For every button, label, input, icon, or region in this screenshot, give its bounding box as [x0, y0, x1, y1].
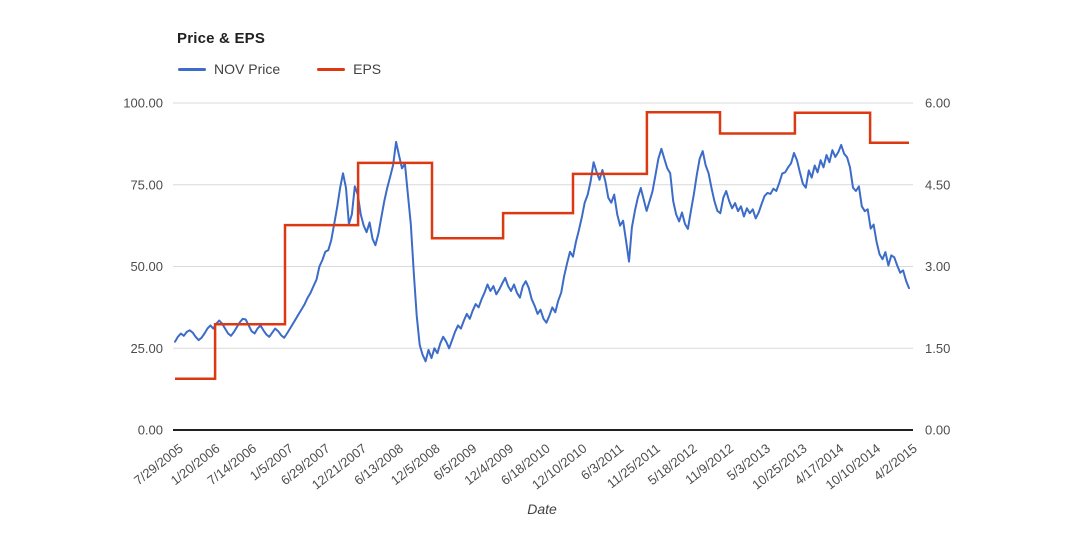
- y-axis-right-tick-label: 6.00: [925, 96, 950, 111]
- y-axis-right-tick-label: 1.50: [925, 341, 950, 356]
- chart-title: Price & EPS: [177, 30, 266, 47]
- legend-swatch-nov-price: [178, 67, 206, 71]
- y-axis-left-tick-label: 100.00: [123, 96, 163, 111]
- legend-label-eps: EPS: [353, 61, 382, 77]
- legend-swatch-eps: [317, 67, 346, 71]
- y-axis-right-tick-label: 0.00: [925, 423, 950, 438]
- y-axis-left-tick-label: 75.00: [130, 177, 163, 192]
- legend-item-eps: EPS: [317, 61, 381, 77]
- y-axis-left-tick-label: 25.00: [130, 341, 163, 356]
- y-axis-left-tick-label: 0.00: [138, 423, 163, 438]
- y-axis-right-tick-label: 3.00: [925, 259, 950, 274]
- legend-label-nov-price: NOV Price: [214, 61, 281, 77]
- y-axis-right-tick-label: 4.50: [925, 177, 950, 192]
- nov-price-line: [174, 140, 910, 363]
- chart-legend: NOV Price EPS: [178, 61, 381, 77]
- x-axis-title: Date: [527, 501, 557, 517]
- eps-line: [175, 111, 909, 381]
- y-axis-left-tick-label: 50.00: [130, 259, 163, 274]
- legend-item-nov-price: NOV Price: [178, 61, 280, 77]
